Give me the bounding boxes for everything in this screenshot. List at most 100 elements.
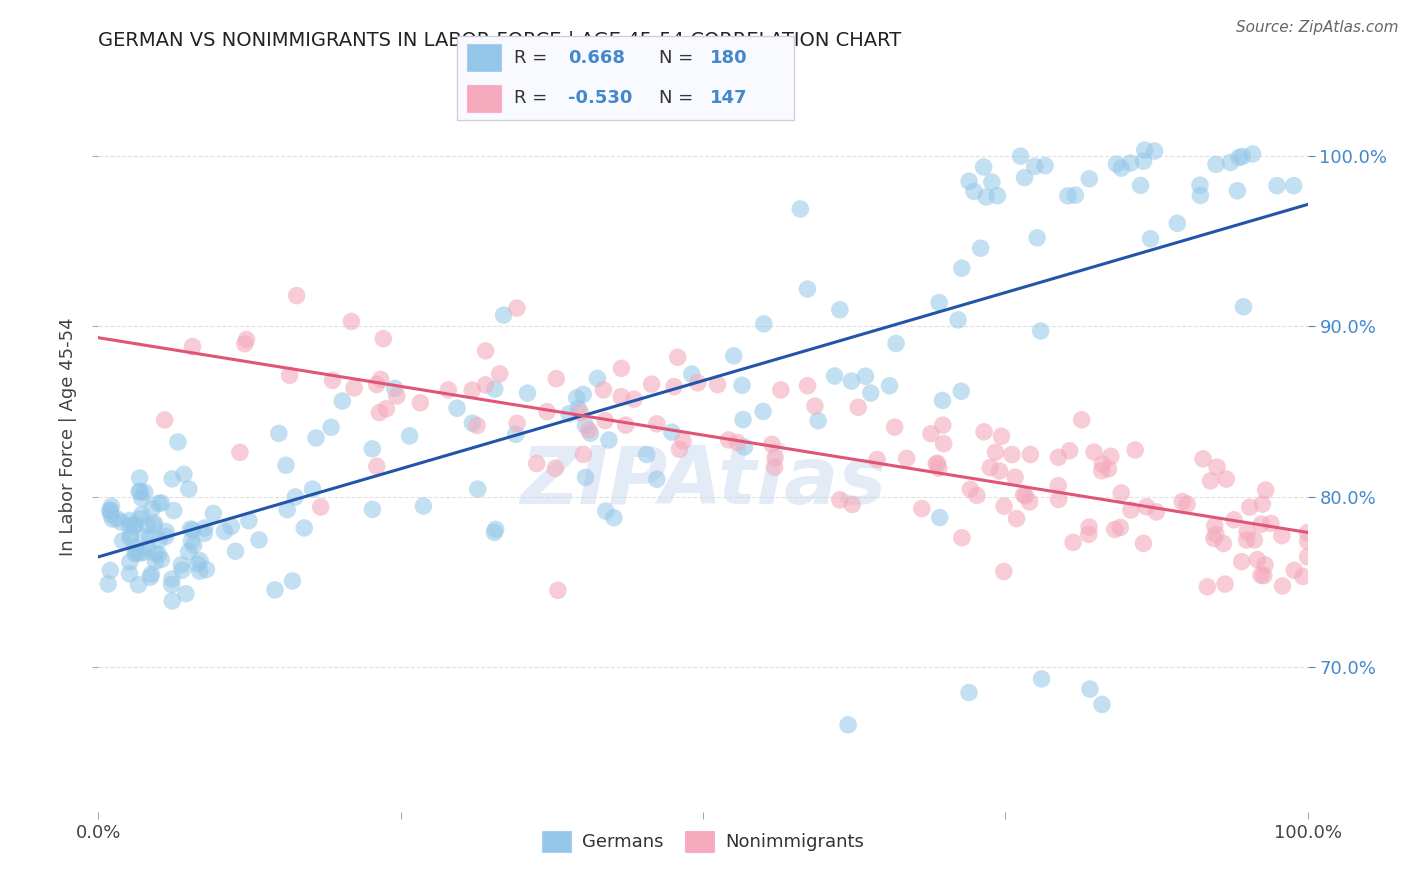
Point bbox=[148, 496, 170, 510]
Point bbox=[281, 574, 304, 588]
Point bbox=[1243, 533, 1265, 547]
Point bbox=[804, 399, 827, 413]
Point bbox=[1239, 500, 1261, 515]
Text: -0.530: -0.530 bbox=[568, 89, 633, 107]
Point bbox=[163, 503, 186, 517]
Point bbox=[319, 420, 342, 434]
Point bbox=[1014, 489, 1036, 503]
Point bbox=[950, 384, 973, 399]
Point bbox=[1078, 520, 1101, 534]
Point bbox=[969, 241, 991, 255]
Point bbox=[706, 377, 728, 392]
Point bbox=[1236, 524, 1258, 539]
Y-axis label: In Labor Force | Age 45-54: In Labor Force | Age 45-54 bbox=[59, 318, 77, 557]
Point bbox=[1260, 516, 1282, 531]
Point bbox=[150, 552, 173, 566]
Point bbox=[1024, 160, 1046, 174]
Point bbox=[1014, 170, 1036, 185]
Point bbox=[129, 484, 152, 499]
Point bbox=[686, 376, 709, 390]
Point bbox=[662, 379, 685, 393]
Point bbox=[725, 435, 748, 450]
Point bbox=[188, 554, 211, 568]
Point bbox=[484, 382, 506, 396]
Point bbox=[733, 440, 755, 454]
Point bbox=[1223, 513, 1246, 527]
Point bbox=[932, 436, 955, 450]
Point bbox=[1132, 154, 1154, 169]
Point bbox=[841, 374, 863, 388]
Point bbox=[1202, 532, 1225, 546]
Point bbox=[506, 301, 529, 315]
Point bbox=[1199, 474, 1222, 488]
Point bbox=[194, 521, 217, 535]
Point bbox=[950, 261, 973, 276]
Point bbox=[1019, 447, 1042, 461]
Point bbox=[1189, 188, 1212, 202]
Point bbox=[100, 500, 122, 514]
Text: Source: ZipAtlas.com: Source: ZipAtlas.com bbox=[1236, 20, 1399, 35]
Point bbox=[98, 503, 121, 517]
Point bbox=[141, 567, 163, 582]
Point bbox=[1077, 527, 1099, 541]
Point bbox=[160, 577, 183, 591]
Point bbox=[1253, 568, 1275, 582]
Point bbox=[465, 418, 488, 433]
Point bbox=[398, 429, 420, 443]
Point bbox=[796, 282, 818, 296]
Point bbox=[136, 541, 159, 556]
Point bbox=[143, 518, 166, 533]
Legend: Germans, Nonimmigrants: Germans, Nonimmigrants bbox=[536, 823, 870, 859]
Point bbox=[1171, 494, 1194, 508]
Bar bbox=[467, 85, 501, 112]
Point bbox=[1132, 536, 1154, 550]
Point bbox=[717, 433, 740, 447]
Point bbox=[598, 433, 620, 447]
Point bbox=[1197, 580, 1219, 594]
Point bbox=[950, 531, 973, 545]
Point bbox=[125, 546, 148, 560]
Point bbox=[120, 531, 142, 545]
Text: N =: N = bbox=[659, 89, 693, 107]
Point bbox=[1232, 300, 1254, 314]
Point bbox=[193, 526, 215, 541]
Point bbox=[375, 401, 398, 416]
Point bbox=[911, 501, 934, 516]
Point bbox=[928, 461, 950, 475]
Point bbox=[155, 529, 177, 543]
Point bbox=[645, 472, 668, 486]
Point bbox=[855, 369, 877, 384]
Point bbox=[1282, 178, 1305, 193]
Point bbox=[567, 401, 589, 416]
Point bbox=[925, 457, 948, 471]
Text: R =: R = bbox=[515, 49, 547, 67]
Point bbox=[1227, 151, 1250, 165]
Point bbox=[172, 563, 194, 577]
Point bbox=[993, 565, 1015, 579]
Point bbox=[636, 448, 658, 462]
Point bbox=[167, 434, 190, 449]
Point bbox=[177, 482, 200, 496]
Point bbox=[536, 404, 558, 418]
Point bbox=[1109, 520, 1132, 534]
Point bbox=[752, 317, 775, 331]
Point bbox=[484, 522, 506, 536]
Point bbox=[610, 361, 633, 376]
Point bbox=[544, 461, 567, 475]
Point bbox=[1296, 534, 1319, 549]
Text: GERMAN VS NONIMMIGRANTS IN LABOR FORCE | AGE 45-54 CORRELATION CHART: GERMAN VS NONIMMIGRANTS IN LABOR FORCE |… bbox=[98, 30, 901, 50]
Point bbox=[370, 372, 392, 386]
Point bbox=[97, 577, 120, 591]
Point bbox=[110, 515, 132, 529]
Point bbox=[373, 332, 395, 346]
Point bbox=[173, 467, 195, 482]
Point bbox=[763, 460, 786, 475]
Point bbox=[361, 442, 384, 456]
Point bbox=[1213, 577, 1236, 591]
Point bbox=[1271, 529, 1294, 543]
Point bbox=[979, 460, 1001, 475]
Point bbox=[229, 445, 252, 459]
Point bbox=[1265, 178, 1288, 193]
Point bbox=[412, 499, 434, 513]
Point bbox=[1205, 157, 1227, 171]
